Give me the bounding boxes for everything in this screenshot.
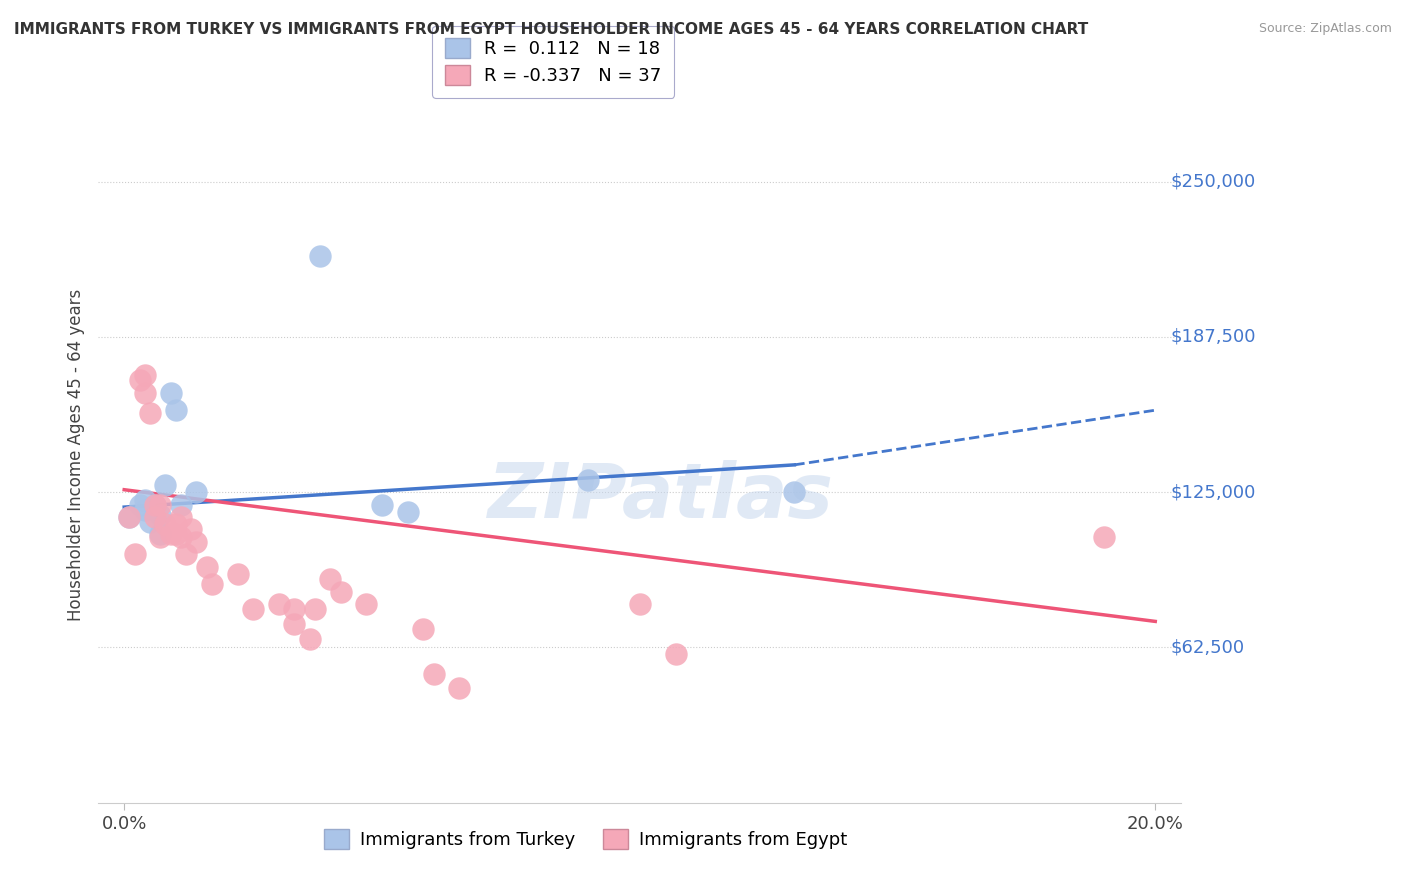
Legend: Immigrants from Turkey, Immigrants from Egypt: Immigrants from Turkey, Immigrants from … <box>316 822 855 856</box>
Point <box>170 498 193 512</box>
Point <box>165 527 187 541</box>
Point <box>304 602 326 616</box>
Point <box>143 498 166 512</box>
Point <box>665 647 688 661</box>
Point <box>329 584 352 599</box>
Point <box>195 559 218 574</box>
Point <box>118 510 141 524</box>
Point <box>309 249 332 263</box>
Point <box>170 510 193 524</box>
Point <box>576 473 599 487</box>
Point <box>134 492 156 507</box>
Point <box>155 517 177 532</box>
Point <box>118 510 141 524</box>
Point <box>174 547 197 561</box>
Point <box>226 567 249 582</box>
Point <box>371 498 394 512</box>
Point <box>134 502 156 516</box>
Point <box>449 681 471 696</box>
Text: $250,000: $250,000 <box>1171 172 1256 191</box>
Point <box>1092 530 1115 544</box>
Point <box>170 530 193 544</box>
Point <box>128 373 150 387</box>
Point <box>180 523 202 537</box>
Point <box>149 527 172 541</box>
Point <box>159 385 181 400</box>
Point <box>201 577 224 591</box>
Point <box>242 602 264 616</box>
Point <box>628 597 651 611</box>
Point <box>128 498 150 512</box>
Point <box>186 534 208 549</box>
Text: IMMIGRANTS FROM TURKEY VS IMMIGRANTS FROM EGYPT HOUSEHOLDER INCOME AGES 45 - 64 : IMMIGRANTS FROM TURKEY VS IMMIGRANTS FRO… <box>14 22 1088 37</box>
Point <box>139 406 162 420</box>
Point <box>165 517 187 532</box>
Text: $187,500: $187,500 <box>1171 328 1256 346</box>
Text: ZIPatlas: ZIPatlas <box>488 459 834 533</box>
Text: $62,500: $62,500 <box>1171 639 1244 657</box>
Point <box>134 368 156 383</box>
Point <box>139 515 162 529</box>
Point <box>283 602 305 616</box>
Y-axis label: Householder Income Ages 45 - 64 years: Householder Income Ages 45 - 64 years <box>66 289 84 621</box>
Point <box>143 498 166 512</box>
Point <box>267 597 290 611</box>
Point <box>298 632 321 646</box>
Point <box>149 498 172 512</box>
Point <box>783 485 806 500</box>
Text: $125,000: $125,000 <box>1171 483 1256 501</box>
Point <box>159 527 181 541</box>
Point <box>143 510 166 524</box>
Text: Source: ZipAtlas.com: Source: ZipAtlas.com <box>1258 22 1392 36</box>
Point <box>149 508 172 522</box>
Point <box>412 622 434 636</box>
Point <box>149 530 172 544</box>
Point <box>134 385 156 400</box>
Point <box>422 666 444 681</box>
Point <box>186 485 208 500</box>
Point <box>319 572 342 586</box>
Point <box>356 597 378 611</box>
Point <box>124 547 146 561</box>
Point <box>155 477 177 491</box>
Point <box>283 616 305 631</box>
Point <box>165 403 187 417</box>
Point <box>396 505 419 519</box>
